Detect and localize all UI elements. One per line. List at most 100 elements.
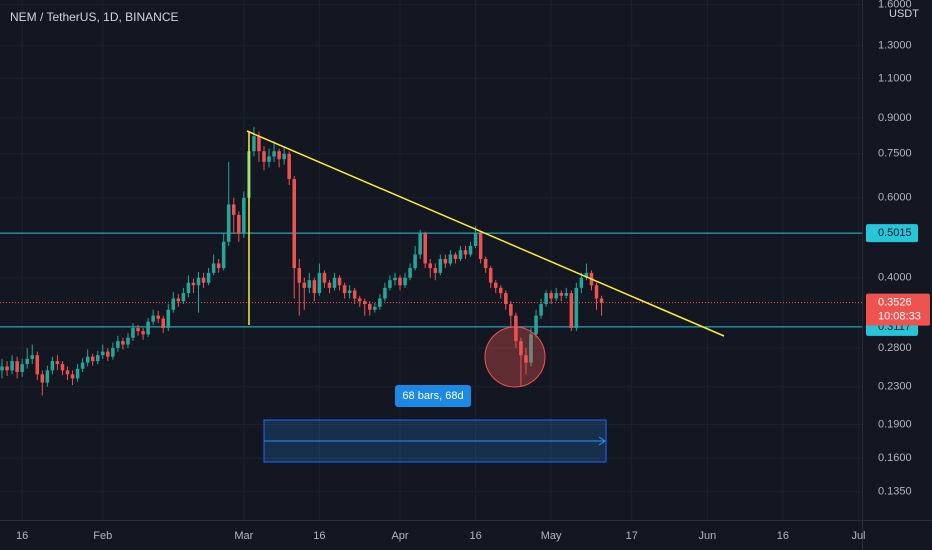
candle-body <box>191 282 196 286</box>
x-tick-label: Feb <box>93 530 112 542</box>
candle-body <box>176 298 181 302</box>
y-tick-label: 0.1600 <box>878 452 912 464</box>
y-tick-label: 0.7500 <box>878 148 912 160</box>
candle-body <box>388 280 392 288</box>
candle-body <box>25 358 29 365</box>
candle-body <box>221 241 226 269</box>
candle-body <box>272 151 276 157</box>
y-tick-label: 0.2800 <box>878 342 912 354</box>
level-tag <box>866 224 918 243</box>
candle-body <box>70 374 75 379</box>
candle-body <box>332 277 337 288</box>
candle-body <box>312 280 317 294</box>
candle-body <box>55 361 60 365</box>
candle-body <box>564 293 569 296</box>
candle-body <box>277 151 281 160</box>
candle-body <box>181 293 186 302</box>
candle-body <box>428 263 433 269</box>
candle-body <box>146 321 150 335</box>
y-tick-label: 0.6000 <box>878 192 912 204</box>
candle-body <box>342 285 347 294</box>
candle-body <box>423 233 427 264</box>
candle-body <box>136 327 140 332</box>
trend-line <box>246 130 725 337</box>
candle-body <box>357 298 362 302</box>
candle-body <box>252 136 256 152</box>
candle-body <box>448 254 453 264</box>
arrow-head <box>598 436 606 446</box>
candle-body <box>463 250 468 255</box>
candle-body <box>322 272 327 283</box>
candle-body <box>433 268 438 273</box>
x-tick-label: May <box>541 530 562 542</box>
candle-body <box>514 315 518 342</box>
candle-body <box>50 361 55 371</box>
measure-box <box>395 385 471 407</box>
candle-body <box>478 233 483 259</box>
countdown: 10:08:33 <box>878 310 921 322</box>
candle-body <box>453 254 458 259</box>
chart-title: NEM / TetherUS, 1D, BINANCE <box>10 10 179 24</box>
candle-body <box>483 258 488 269</box>
last-price-tag <box>866 293 930 326</box>
candle-body <box>488 268 493 283</box>
highlight-circle <box>484 326 546 388</box>
last-price-label: 0.3526 <box>878 296 912 308</box>
candle-body <box>362 301 367 305</box>
candle-body <box>549 293 553 299</box>
candle-body <box>302 282 307 288</box>
candle-body <box>85 356 90 363</box>
y-tick-label: 1.6000 <box>878 0 912 10</box>
x-tick-label: Jul <box>851 530 865 542</box>
candle-body <box>337 277 342 286</box>
candle-body <box>231 204 236 215</box>
candle-body <box>282 153 286 160</box>
y-tick-label: 1.3000 <box>878 39 912 51</box>
candle-body <box>257 136 261 152</box>
candle-body <box>393 277 397 281</box>
candle-body <box>307 280 312 288</box>
candle-body <box>368 304 372 310</box>
candle-body <box>468 245 473 255</box>
candle-body <box>473 233 478 246</box>
x-tick-label: 17 <box>626 530 638 542</box>
candle-body <box>166 309 171 328</box>
candle-body <box>267 156 271 162</box>
candle-body <box>438 258 443 273</box>
candle-body <box>80 362 85 369</box>
candle-body <box>141 331 145 335</box>
candle-body <box>106 351 110 357</box>
time-axis <box>0 520 932 550</box>
candle-body <box>529 334 533 363</box>
candle-body <box>509 304 513 316</box>
y-tick-label: 0.9000 <box>878 112 912 124</box>
candle-body <box>584 272 589 278</box>
candle-body <box>101 351 105 356</box>
candle-body <box>458 250 463 259</box>
candle-body <box>131 327 135 338</box>
y-unit: USDT <box>889 8 919 20</box>
x-tick-label: Jun <box>698 530 716 542</box>
candle-body <box>121 341 125 345</box>
candle-body <box>443 258 448 264</box>
axis-labels: 0.1350 0.1600 0.1900 0.2300 0.2800 0.4000 0.60… <box>16 0 930 542</box>
candle-body <box>186 282 191 294</box>
x-tick-label: 16 <box>16 530 28 542</box>
candle-body <box>206 272 211 283</box>
y-tick-label: 0.2300 <box>878 381 912 393</box>
price-axis <box>863 0 932 550</box>
candle-body <box>0 366 4 371</box>
candles <box>0 126 604 396</box>
candle-body <box>262 151 266 162</box>
candle-body <box>594 285 599 299</box>
measure-label: 68 bars, 68d <box>402 390 463 402</box>
candle-body <box>493 282 498 288</box>
candle-body <box>211 263 216 273</box>
x-tick-label: 16 <box>777 530 789 542</box>
candle-body <box>519 341 523 356</box>
y-tick-label: 1.1000 <box>878 72 912 84</box>
candle-body <box>378 298 382 307</box>
x-tick-label: 16 <box>469 530 481 542</box>
candle-body <box>30 355 35 359</box>
